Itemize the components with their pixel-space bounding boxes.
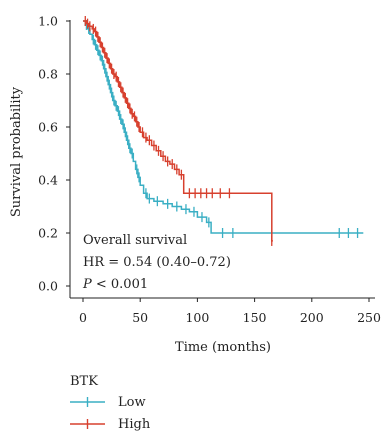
- legend-item-high: High: [70, 417, 151, 432]
- annotation-hr: HR = 0.54 (0.40–0.72): [83, 255, 231, 270]
- x-ticks: 0 50 100 150 200 250: [79, 298, 381, 325]
- legend-item-low: Low: [70, 395, 146, 410]
- y-tick-label: 0.0: [38, 279, 58, 294]
- legend-high-label: High: [118, 417, 151, 432]
- x-tick-label: 200: [300, 310, 324, 325]
- y-ticks: 0.0 0.2 0.4 0.6 0.8 1.0: [38, 14, 70, 294]
- y-tick-label: 0.4: [38, 173, 58, 188]
- y-tick-label: 1.0: [38, 14, 58, 29]
- annotation-title: Overall survival: [83, 233, 187, 248]
- curve-low: [83, 20, 364, 234]
- legend: BTK Low High: [70, 374, 151, 432]
- x-tick-label: 0: [79, 310, 87, 325]
- x-tick-label: 50: [132, 310, 148, 325]
- annotation-p-value: < 0.001: [92, 277, 148, 292]
- annotation-box: Overall survival HR = 0.54 (0.40–0.72) P…: [82, 233, 231, 292]
- x-tick-label: 250: [357, 310, 381, 325]
- x-axis-title: Time (months): [175, 340, 271, 355]
- annotation-p: P < 0.001: [82, 277, 148, 292]
- curves: [83, 16, 364, 246]
- y-tick-label: 0.6: [38, 120, 58, 135]
- x-tick-label: 150: [243, 310, 267, 325]
- x-tick-label: 100: [185, 310, 209, 325]
- y-tick-label: 0.8: [38, 67, 58, 82]
- annotation-p-symbol: P: [82, 277, 92, 292]
- axes: [69, 20, 375, 299]
- y-tick-label: 0.2: [38, 226, 58, 241]
- legend-title: BTK: [70, 374, 98, 389]
- y-axis-title: Survival probability: [9, 86, 24, 217]
- curve-high: [83, 20, 273, 242]
- legend-low-label: Low: [118, 395, 146, 410]
